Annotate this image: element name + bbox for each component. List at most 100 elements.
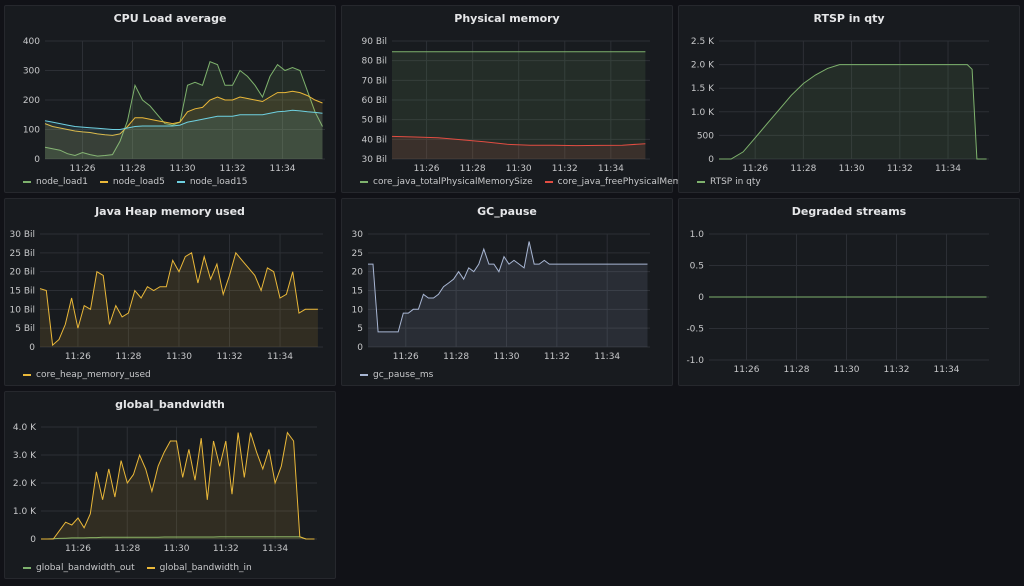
y-tick-label: 25 Bil bbox=[10, 249, 36, 259]
legend-label: gc_pause_ms bbox=[373, 370, 434, 380]
x-tick-label: 11:34 bbox=[598, 164, 624, 174]
x-tick-label: 11:30 bbox=[494, 352, 520, 362]
x-tick-label: 11:32 bbox=[213, 544, 239, 554]
x-tick-label: 11:26 bbox=[734, 365, 760, 375]
legend-swatch bbox=[544, 181, 553, 183]
panel-gc-pause: GC_pause 0 5 10 15 20 25 30 11:26 11:28 11:30 11:3… bbox=[341, 198, 673, 386]
legend-label: node_load1 bbox=[36, 177, 88, 187]
legend-item-core_java_freePhysicalMemorySize[interactable]: core_java_freePhysicalMemorySize bbox=[544, 177, 715, 187]
x-tick-label: 11:30 bbox=[164, 544, 190, 554]
series-area-gc_pause_ms bbox=[368, 241, 648, 347]
x-tick-label: 11:26 bbox=[414, 164, 440, 174]
series-line-node_load15 bbox=[44, 109, 323, 130]
panel-title[interactable]: Physical memory bbox=[454, 12, 560, 25]
panel-title[interactable]: Java Heap memory used bbox=[95, 205, 245, 218]
panel-cpu-load: CPU Load average 0 100 200 300 400 11:26 11:28… bbox=[4, 5, 336, 193]
legend-item-gc_pause_ms[interactable]: gc_pause_ms bbox=[360, 370, 433, 380]
series-line-core_java_freePhysicalMemorySize bbox=[391, 135, 646, 147]
x-tick-label: 11:34 bbox=[267, 352, 293, 362]
legend-label: RTSP in qty bbox=[710, 177, 761, 187]
legend: global_bandwidth_out global_bandwidth_in bbox=[23, 563, 252, 573]
legend-item-RTSP in qty[interactable]: RTSP in qty bbox=[697, 177, 761, 187]
legend-item-node_load15[interactable]: node_load15 bbox=[176, 177, 248, 187]
x-tick-label: 11:30 bbox=[839, 164, 865, 174]
y-tick-label: 1.5 K bbox=[691, 84, 715, 94]
panel-java-heap: Java Heap memory used 0 5 Bil 10 Bil 15 Bil… bbox=[4, 198, 336, 386]
y-tick-label: 1.0 K bbox=[13, 507, 37, 517]
y-tick-label: 200 bbox=[23, 96, 40, 106]
legend-label: global_bandwidth_in bbox=[159, 563, 252, 573]
x-tick-label: 11:30 bbox=[506, 164, 532, 174]
y-tick-label: 1.0 bbox=[690, 230, 705, 240]
x-tick-label: 11:32 bbox=[887, 164, 913, 174]
series-area-core_java_freePhysicalMemorySize bbox=[392, 136, 646, 159]
y-tick-label: 90 Bil bbox=[362, 37, 388, 47]
series-area-core_heap_memory_used bbox=[40, 252, 318, 347]
series-line-global_bandwidth_out bbox=[41, 536, 315, 540]
x-tick-label: 11:28 bbox=[460, 164, 486, 174]
y-tick-label: 80 Bil bbox=[362, 57, 388, 67]
y-tick-label: 30 Bil bbox=[362, 155, 388, 165]
panel-title[interactable]: GC_pause bbox=[477, 205, 537, 218]
panel-title[interactable]: global_bandwidth bbox=[115, 398, 225, 411]
legend-label: global_bandwidth_out bbox=[36, 563, 135, 573]
series-area-node_load15 bbox=[45, 110, 323, 159]
series-area-global_bandwidth_in bbox=[41, 432, 315, 539]
y-tick-label: 1.0 K bbox=[691, 108, 715, 118]
legend-item-node_load5[interactable]: node_load5 bbox=[99, 177, 165, 187]
y-tick-label: 10 bbox=[352, 305, 364, 315]
y-tick-label: 400 bbox=[23, 37, 40, 47]
legend-item-core_heap_memory_used[interactable]: core_heap_memory_used bbox=[23, 370, 151, 380]
x-tick-label: 11:34 bbox=[934, 365, 960, 375]
panel-global-bandwidth: global_bandwidth 0 1.0 K 2.0 K 3.0 K 4.0 K 11… bbox=[4, 391, 336, 579]
y-tick-label: 0 bbox=[357, 343, 363, 353]
x-tick-label: 11:32 bbox=[544, 352, 570, 362]
legend-swatch bbox=[23, 181, 31, 183]
panel-title[interactable]: CPU Load average bbox=[113, 12, 227, 25]
panel-title[interactable]: Degraded streams bbox=[791, 205, 907, 218]
x-tick-label: 11:34 bbox=[594, 352, 620, 362]
legend-swatch bbox=[176, 181, 185, 183]
series-line-gc_pause_ms bbox=[368, 241, 648, 333]
legend-label: core_java_freePhysicalMemorySize bbox=[557, 177, 715, 187]
legend-item-global_bandwidth_out[interactable]: global_bandwidth_out bbox=[23, 563, 135, 573]
y-tick-label: 0 bbox=[698, 293, 704, 303]
chart-cpu-load: 0 100 200 300 400 11:26 11:28 11:30 11:32 11:34 bbox=[23, 37, 325, 174]
x-tick-label: 11:26 bbox=[65, 544, 91, 554]
x-tick-label: 11:30 bbox=[834, 365, 860, 375]
legend-item-core_java_totalPhysicalMemorySize[interactable]: core_java_totalPhysicalMemorySize bbox=[360, 177, 533, 187]
legend: gc_pause_ms bbox=[360, 370, 433, 380]
y-tick-label: 15 Bil bbox=[10, 287, 36, 297]
legend-swatch bbox=[360, 374, 368, 376]
legend-item-global_bandwidth_in[interactable]: global_bandwidth_in bbox=[146, 563, 252, 573]
y-tick-label: 30 bbox=[352, 230, 364, 240]
x-tick-label: 11:28 bbox=[115, 352, 141, 362]
x-tick-label: 11:32 bbox=[220, 164, 246, 174]
y-tick-label: 500 bbox=[697, 131, 714, 141]
y-tick-label: 0.5 bbox=[690, 262, 704, 272]
legend-swatch bbox=[23, 567, 31, 569]
series-area-node_load1 bbox=[45, 61, 323, 160]
legend-item-node_load1[interactable]: node_load1 bbox=[23, 177, 88, 187]
chart-global-bandwidth: 0 1.0 K 2.0 K 3.0 K 4.0 K 11:26 11:28 11:30 11:3… bbox=[13, 423, 317, 554]
y-tick-label: 5 bbox=[357, 324, 363, 334]
y-tick-label: 2.0 K bbox=[13, 479, 37, 489]
x-tick-label: 11:26 bbox=[65, 352, 91, 362]
chart-gc-pause: 0 5 10 15 20 25 30 11:26 11:28 11:30 11:32 11:34 bbox=[352, 230, 650, 362]
x-tick-label: 11:34 bbox=[935, 164, 961, 174]
x-tick-label: 11:32 bbox=[217, 352, 243, 362]
x-tick-label: 11:26 bbox=[742, 164, 768, 174]
legend-swatch bbox=[360, 181, 368, 183]
legend-label: core_java_totalPhysicalMemorySize bbox=[373, 177, 533, 187]
y-tick-label: 0 bbox=[34, 155, 40, 165]
panel-degraded-streams: Degraded streams -1.0 -0.5 0 0.5 1.0 11:26 11:… bbox=[678, 198, 1020, 386]
y-tick-label: 10 Bil bbox=[10, 305, 36, 315]
x-tick-label: 11:28 bbox=[114, 544, 140, 554]
panel-title[interactable]: RTSP in qty bbox=[813, 12, 885, 25]
series-area-RTSP in qty bbox=[719, 64, 987, 159]
series-area-core_java_totalPhysicalMemorySize bbox=[392, 51, 646, 159]
y-tick-label: 60 Bil bbox=[362, 96, 388, 106]
x-tick-label: 11:28 bbox=[790, 164, 816, 174]
x-tick-label: 11:26 bbox=[393, 352, 419, 362]
x-tick-label: 11:26 bbox=[70, 164, 96, 174]
